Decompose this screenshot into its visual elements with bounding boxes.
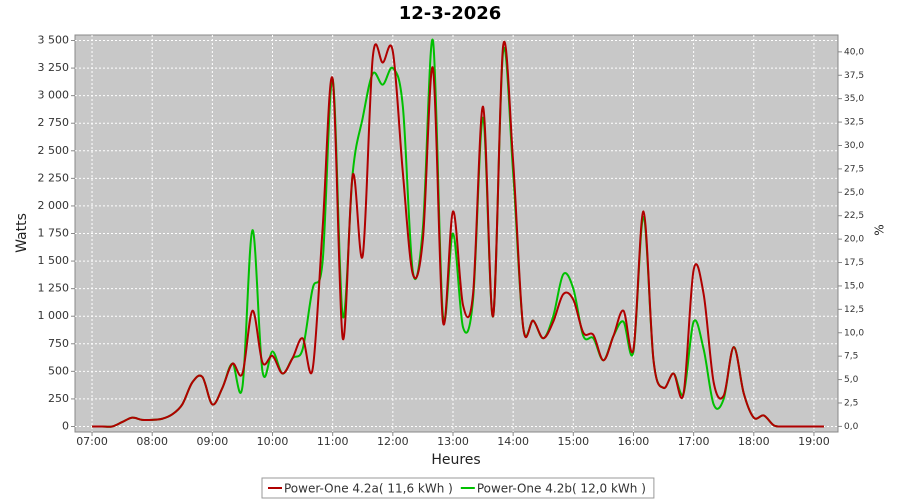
line-series xyxy=(92,41,824,428)
y2-tick-label: 5,0 xyxy=(844,375,859,385)
y2-axis-label: % xyxy=(873,224,887,235)
y2-tick-label: 2,5 xyxy=(844,398,858,408)
y2-tick-label: 17,5 xyxy=(844,258,864,268)
y-tick-label: 1 250 xyxy=(38,282,70,295)
x-tick-label: 15:00 xyxy=(557,435,589,448)
y2-tick-label: 7,5 xyxy=(844,352,858,362)
y2-tick-label: 0,0 xyxy=(844,422,859,432)
x-tick-label: 11:00 xyxy=(317,435,349,448)
x-tick-label: 09:00 xyxy=(197,435,229,448)
y2-tick-label: 40,0 xyxy=(844,47,864,57)
y2-tick-label: 20,0 xyxy=(844,235,864,245)
x-tick-label: 18:00 xyxy=(738,435,770,448)
y2-tick-label: 27,5 xyxy=(844,164,864,174)
y2-tick-label: 25,0 xyxy=(844,188,864,198)
y-tick-label: 1 500 xyxy=(38,254,70,267)
y-tick-label: 1 750 xyxy=(38,227,70,240)
y-tick-label: 3 000 xyxy=(38,89,70,102)
y-tick-label: 2 250 xyxy=(38,171,70,184)
series-group xyxy=(92,38,824,428)
x-tick-label: 17:00 xyxy=(678,435,710,448)
y-tick-label: 250 xyxy=(48,392,69,405)
x-tick-label: 16:00 xyxy=(618,435,650,448)
legend-label: Power-One 4.2b( 12,0 kWh ) xyxy=(477,482,646,496)
y2-tick-label: 15,0 xyxy=(844,281,864,291)
y2-tick-label: 35,0 xyxy=(844,94,864,104)
y2-tick-label: 37,5 xyxy=(844,71,864,81)
y2-tick-label: 30,0 xyxy=(844,141,864,151)
x-tick-label: 08:00 xyxy=(136,435,168,448)
y-axis-label: Watts xyxy=(14,213,30,253)
y2-tick-label: 10,0 xyxy=(844,328,864,338)
x-tick-label: 14:00 xyxy=(497,435,529,448)
y-tick-label: 2 750 xyxy=(38,116,70,129)
x-tick-label: 13:00 xyxy=(437,435,469,448)
y-tick-label: 1 000 xyxy=(38,309,70,322)
y-tick-label: 2 000 xyxy=(38,199,70,212)
y-tick-label: 500 xyxy=(48,364,69,377)
y2-tick-label: 22,5 xyxy=(844,211,864,221)
y-tick-label: 750 xyxy=(48,337,69,350)
x-tick-label: 07:00 xyxy=(76,435,108,448)
x-tick-label: 12:00 xyxy=(377,435,409,448)
y-tick-label: 3 250 xyxy=(38,61,70,74)
y-tick-label: 0 xyxy=(62,419,69,432)
y2-tick-label: 12,5 xyxy=(844,305,864,315)
chart-title: 12-3-2026 xyxy=(399,3,502,24)
y-tick-label: 2 500 xyxy=(38,144,70,157)
x-tick-label: 10:00 xyxy=(257,435,289,448)
legend-label: Power-One 4.2a( 11,6 kWh ) xyxy=(284,482,453,496)
y-tick-label: 3 500 xyxy=(38,34,70,47)
x-axis-label: Heures xyxy=(431,452,480,468)
legend-box xyxy=(261,477,655,499)
y2-tick-label: 32,5 xyxy=(844,118,864,128)
x-tick-label: 19:00 xyxy=(798,435,830,448)
